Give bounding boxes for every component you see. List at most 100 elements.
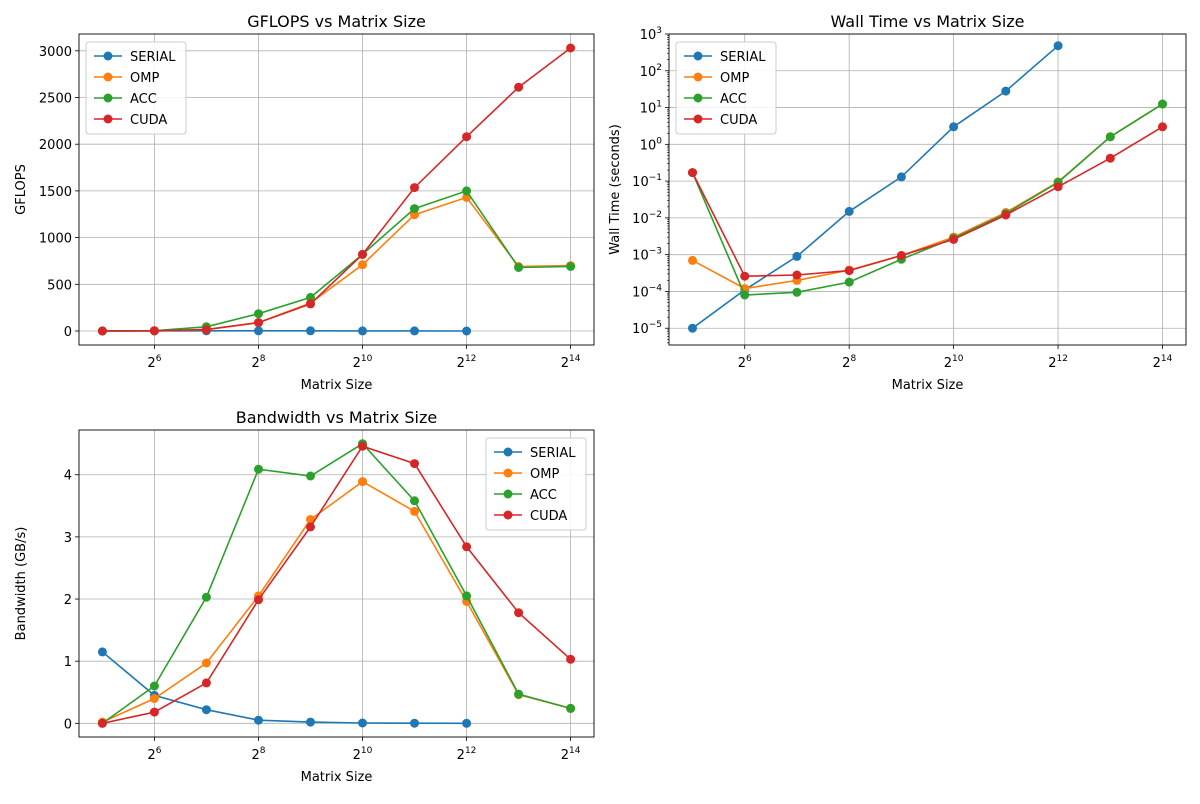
data-point (688, 256, 697, 265)
legend-label: CUDA (130, 113, 167, 128)
x-tick-label: 26 (147, 354, 161, 371)
series-cuda (688, 122, 1167, 280)
y-tick-label: 10−1 (632, 173, 662, 190)
y-tick-label: 3 (64, 531, 72, 546)
data-point (254, 309, 263, 318)
data-point (688, 324, 697, 333)
y-tick-label: 100 (640, 136, 663, 153)
y-tick-label: 10−2 (632, 210, 662, 227)
data-point (566, 655, 575, 664)
y-tick-label: 10−5 (632, 320, 662, 337)
legend-swatch-marker (504, 448, 513, 457)
data-point (202, 659, 211, 668)
x-axis-label: Matrix Size (301, 378, 373, 393)
data-point (254, 595, 263, 604)
data-point (254, 465, 263, 474)
data-point (358, 442, 367, 451)
x-tick-label: 212 (457, 354, 477, 371)
legend-swatch-marker (104, 73, 113, 82)
legend-label: ACC (130, 92, 157, 107)
x-tick-label: 210 (944, 354, 964, 371)
legend-label: ACC (530, 488, 557, 503)
data-point (358, 250, 367, 259)
data-point (1054, 41, 1063, 50)
x-tick-label: 28 (842, 354, 856, 371)
data-point (1001, 87, 1010, 96)
data-point (740, 291, 749, 300)
series-line (102, 197, 570, 331)
x-tick-label: 28 (251, 746, 265, 763)
legend-swatch-marker (694, 73, 703, 82)
x-axis-label: Matrix Size (892, 378, 964, 393)
legend-label: SERIAL (530, 446, 576, 461)
x-tick-label: 28 (251, 354, 265, 371)
legend-swatch-marker (694, 94, 703, 103)
legend-label: CUDA (720, 113, 757, 128)
legend-swatch-marker (104, 115, 113, 124)
data-point (306, 326, 315, 335)
data-point (688, 168, 697, 177)
legend-label: CUDA (530, 509, 567, 524)
data-point (792, 252, 801, 261)
data-point (514, 263, 523, 272)
legend-label: OMP (720, 71, 749, 86)
data-point (254, 326, 263, 335)
x-tick-label: 212 (1048, 354, 1068, 371)
y-tick-label: 103 (640, 26, 662, 43)
data-point (410, 496, 419, 505)
legend-swatch-marker (694, 115, 703, 124)
data-point (1158, 122, 1167, 131)
legend-label: SERIAL (130, 50, 176, 65)
data-point (897, 251, 906, 260)
data-point (740, 272, 749, 281)
data-point (1158, 100, 1167, 109)
legend-label: OMP (130, 71, 159, 86)
data-point (306, 718, 315, 727)
chart-title: GFLOPS vs Matrix Size (247, 12, 426, 31)
y-tick-label: 500 (47, 278, 72, 293)
data-point (202, 678, 211, 687)
x-tick-label: 214 (1153, 354, 1173, 371)
y-tick-label: 2000 (39, 138, 72, 153)
data-point (410, 507, 419, 516)
series-line (102, 191, 570, 331)
y-tick-label: 0 (64, 325, 72, 340)
chart-title: Bandwidth vs Matrix Size (236, 408, 437, 427)
data-point (202, 705, 211, 714)
series-line (693, 127, 1163, 276)
y-axis-label: Bandwidth (GB/s) (14, 527, 29, 641)
data-point (462, 591, 471, 600)
y-tick-label: 102 (640, 63, 662, 80)
legend-swatch-marker (104, 94, 113, 103)
chart-title: Wall Time vs Matrix Size (830, 12, 1024, 31)
data-point (98, 327, 107, 336)
data-point (306, 472, 315, 481)
data-point (1001, 211, 1010, 220)
legend-swatch-marker (504, 511, 513, 520)
legend-swatch-marker (504, 490, 513, 499)
data-point (462, 542, 471, 551)
data-point (566, 44, 575, 53)
data-point (254, 318, 263, 327)
x-tick-label: 210 (353, 746, 373, 763)
x-tick-label: 212 (457, 746, 477, 763)
data-point (410, 459, 419, 468)
y-tick-label: 2 (64, 593, 72, 608)
y-tick-label: 2500 (39, 92, 72, 107)
x-tick-label: 26 (738, 354, 752, 371)
data-point (462, 132, 471, 141)
data-point (792, 288, 801, 297)
data-point (949, 122, 958, 131)
y-tick-label: 1 (64, 655, 72, 670)
legend-swatch-marker (104, 52, 113, 61)
y-tick-label: 0 (64, 717, 72, 732)
data-point (98, 647, 107, 656)
data-point (410, 326, 419, 335)
legend-swatch-marker (504, 469, 513, 478)
